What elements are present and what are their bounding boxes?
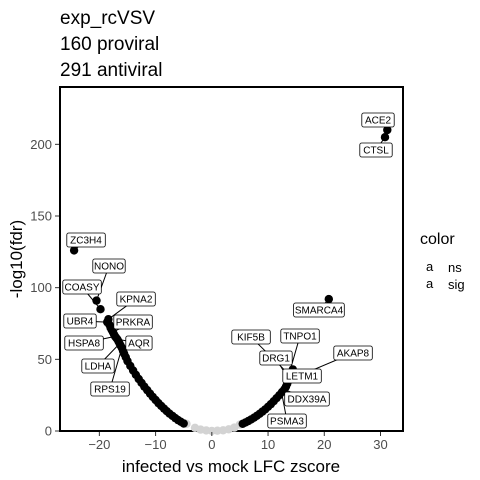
- gene-label-box: [361, 112, 395, 128]
- x-tick-label: 30: [373, 437, 387, 452]
- gene-label-tnpo1: TNPO1: [283, 332, 317, 343]
- gene-label-aqr: AQR: [128, 339, 150, 350]
- gene-label-drg1: DRG1: [262, 354, 290, 365]
- gene-label-kif5b: KIF5B: [237, 333, 265, 344]
- gene-label-ace2: ACE2: [365, 116, 392, 127]
- gene-label-letm1: LETM1: [286, 372, 319, 383]
- gene-label-box: [113, 314, 153, 330]
- y-axis-title: -log10(fdr): [7, 220, 26, 298]
- gene-label-ctsl: CTSL: [363, 146, 389, 157]
- x-axis: −20 −10 0 10 20 30: [88, 432, 388, 452]
- x-tick-label: −10: [145, 437, 167, 452]
- legend-ns-label: ns: [448, 260, 462, 275]
- gene-label-box: [293, 302, 345, 318]
- y-tick-label: 0: [45, 424, 52, 439]
- gene-label-box: [259, 350, 293, 366]
- y-tick-label: 200: [30, 137, 52, 152]
- gene-label-box: [125, 335, 153, 351]
- gene-label-zc3h4: ZC3H4: [70, 236, 102, 247]
- y-tick-label: 100: [30, 280, 52, 295]
- y-axis: 0 50 100 150 200: [30, 137, 59, 439]
- gene-label-psma3: PSMA3: [270, 417, 304, 428]
- gene-label-coasy: COASY: [64, 283, 99, 294]
- gene-label-box: [280, 328, 320, 344]
- x-tick-label: 0: [208, 437, 215, 452]
- gene-label-akap8: AKAP8: [337, 349, 370, 360]
- gene-label-box: [81, 358, 115, 374]
- x-axis-title: infected vs mock LFC zscore: [122, 457, 340, 476]
- gene-label-smarca4: SMARCA4: [295, 306, 344, 317]
- title-line-1: exp_rcVSV: [60, 8, 155, 29]
- y-tick-label: 50: [38, 352, 52, 367]
- gene-label-box: [90, 381, 130, 397]
- gene-label-prkra: PRKRA: [116, 318, 151, 329]
- legend-title: color: [420, 231, 455, 248]
- gene-label-rps19: RPS19: [94, 385, 126, 396]
- x-tick-label: 20: [317, 437, 331, 452]
- title-line-2: 160 proviral: [60, 34, 159, 55]
- x-tick-label: −20: [88, 437, 110, 452]
- gene-label-box: [333, 345, 373, 361]
- gene-label-box: [62, 279, 102, 295]
- gene-label-box: [231, 329, 271, 345]
- legend-sig-label: sig: [448, 277, 465, 292]
- gene-label-box: [64, 335, 104, 351]
- gene-label-box: [63, 313, 97, 329]
- legend-sig-key: a: [426, 276, 434, 291]
- y-tick-label: 150: [30, 209, 52, 224]
- gene-label-box: [284, 391, 330, 407]
- gene-label-hspa8: HSPA8: [68, 339, 100, 350]
- gene-label-kpna2: KPNA2: [120, 295, 153, 306]
- title-line-3: 291 antiviral: [60, 60, 162, 81]
- ns-points-layer: [182, 419, 245, 436]
- gene-label-box: [267, 413, 307, 429]
- gene-label-nono: NONO: [94, 262, 124, 273]
- gene-label-box: [359, 142, 393, 158]
- gene-label-ubr4: UBR4: [67, 317, 94, 328]
- legend-ns-key: a: [426, 259, 434, 274]
- point-labels-layer: ACE2 CTSL ZC3H4 SMARCA4 NONO COASY KPNA2 UBR4 PR…: [62, 112, 395, 429]
- x-tick-label: 10: [261, 437, 275, 452]
- gene-label-ldha: LDHA: [85, 362, 112, 373]
- gene-label-box: [92, 258, 126, 274]
- gene-label-box: [282, 368, 322, 384]
- gene-label-box: [66, 232, 106, 248]
- gene-label-ddx39a: DDX39A: [288, 395, 327, 406]
- legend: color a ns a sig: [420, 231, 465, 292]
- chart-title: exp_rcVSV 160 proviral 291 antiviral: [60, 8, 162, 81]
- gene-label-box: [116, 291, 156, 307]
